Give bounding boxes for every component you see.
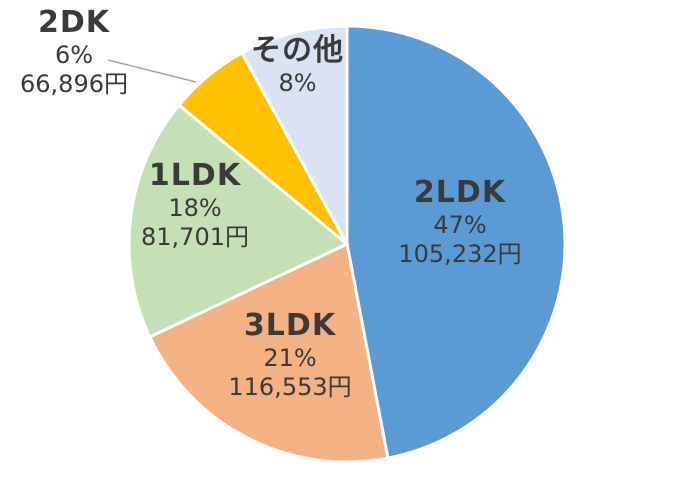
category-label: 2LDK: [413, 175, 507, 210]
label-2ldk: 2LDK 47% 105,232円: [395, 175, 525, 269]
pie-slice-2LDK: [345, 24, 567, 460]
label-2dk: 2DK 6% 66,896円: [8, 5, 140, 99]
pie-slices: [127, 24, 567, 464]
pie-slice-1LDK: [127, 102, 350, 339]
label-3ldk: 3LDK 21% 116,553円: [220, 308, 360, 402]
category-label: 1LDK: [148, 158, 242, 193]
pie-slice-その他: [239, 24, 349, 245]
category-label: 3LDK: [243, 308, 337, 343]
leader-line-2dk: [107, 59, 197, 83]
amount-label: 105,232円: [398, 239, 522, 268]
category-label: 2DK: [37, 5, 111, 40]
percent-label: 21%: [263, 344, 317, 372]
label-other: その他 8%: [245, 33, 350, 98]
label-1ldk: 1LDK 18% 81,701円: [130, 158, 260, 252]
pie-slice-3LDK: [147, 241, 390, 464]
percent-label: 8%: [278, 69, 317, 97]
amount-label: 66,896円: [20, 69, 128, 98]
percent-label: 6%: [54, 41, 94, 69]
category-label: その他: [251, 33, 344, 68]
percent-label: 47%: [433, 211, 487, 239]
amount-label: 116,553円: [228, 372, 352, 401]
amount-label: 81,701円: [141, 222, 249, 251]
percent-label: 18%: [168, 194, 222, 222]
